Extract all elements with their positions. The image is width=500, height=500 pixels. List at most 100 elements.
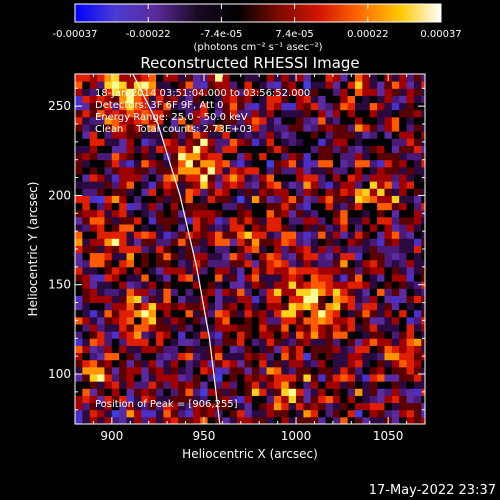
map-pixel [340,416,349,424]
map-pixel [399,131,408,139]
map-pixel [347,352,356,361]
map-pixel [310,238,319,246]
map-pixel [362,138,371,146]
map-pixel [111,274,120,282]
map-pixel [384,245,393,254]
map-pixel [163,359,172,368]
map-pixel [384,166,393,175]
map-pixel [296,181,304,189]
map-pixel [413,281,422,289]
map-pixel [325,81,334,89]
map-pixel [310,281,319,289]
map-pixel [178,252,187,261]
map-pixel [325,116,334,125]
map-pixel [170,231,179,239]
map-pixel [318,224,327,232]
map-pixel [178,295,187,304]
map-pixel [332,402,341,411]
map-pixel [406,138,415,146]
map-pixel [89,102,98,111]
map-pixel [413,109,422,118]
map-pixel [229,88,238,96]
map-pixel [347,295,356,304]
map-pixel [310,266,319,275]
map-pixel [178,216,187,225]
map-pixel [75,109,83,118]
map-pixel [421,181,425,189]
map-pixel [82,259,91,268]
map-pixel [200,288,209,296]
map-pixel [421,345,425,354]
map-pixel [192,338,201,346]
map-pixel [163,302,172,311]
map-pixel [163,345,172,354]
map-pixel [215,252,223,261]
map-pixel [296,216,304,225]
map-pixel [399,88,408,96]
map-pixel [399,95,408,104]
map-pixel [369,288,378,296]
map-pixel [340,395,349,404]
map-pixel [119,395,128,404]
map-pixel [163,224,172,232]
map-pixel [273,109,282,118]
map-pixel [207,338,216,346]
map-pixel [266,109,275,118]
map-pixel [391,288,400,296]
map-pixel [229,131,238,139]
map-pixel [369,409,378,418]
map-pixel [362,416,371,424]
map-pixel [237,152,245,161]
map-pixel [141,295,150,304]
map-pixel [296,74,304,82]
map-pixel [156,381,164,389]
map-pixel [281,274,290,282]
map-pixel [259,416,268,424]
map-pixel [369,331,378,339]
map-pixel [288,224,297,232]
map-pixel [340,245,349,254]
y-axis-label: Heliocentric Y (arcsec) [26,182,40,317]
map-pixel [178,366,187,375]
map-pixel [119,188,128,196]
map-pixel [399,195,408,204]
map-pixel [75,202,83,211]
map-pixel [355,266,363,275]
map-pixel [413,195,422,204]
map-pixel [251,281,260,289]
map-pixel [215,331,223,339]
map-pixel [259,388,268,396]
map-pixel [111,102,120,111]
map-pixel [156,238,164,246]
map-pixel [384,131,393,139]
map-pixel [251,324,260,332]
map-pixel [104,324,113,332]
map-pixel [97,102,105,111]
map-pixel [156,338,164,346]
map-pixel [340,231,349,239]
map-pixel [82,252,91,261]
map-pixel [192,324,201,332]
map-pixel [325,295,334,304]
map-pixel [89,95,98,104]
map-pixel [421,266,425,275]
map-pixel [178,381,187,389]
map-pixel [126,216,135,225]
map-pixel [288,266,297,275]
map-pixel [266,302,275,311]
map-pixel [296,416,304,424]
map-pixel [229,316,238,325]
map-pixel [340,252,349,261]
map-pixel [75,381,83,389]
map-pixel [413,295,422,304]
map-pixel [185,188,194,196]
map-pixel [222,231,231,239]
map-pixel [421,252,425,261]
map-pixel [200,81,209,89]
map-pixel [369,116,378,125]
map-pixel [222,181,231,189]
map-pixel [251,309,260,318]
map-pixel [399,359,408,368]
map-pixel [303,281,312,289]
map-pixel [266,238,275,246]
